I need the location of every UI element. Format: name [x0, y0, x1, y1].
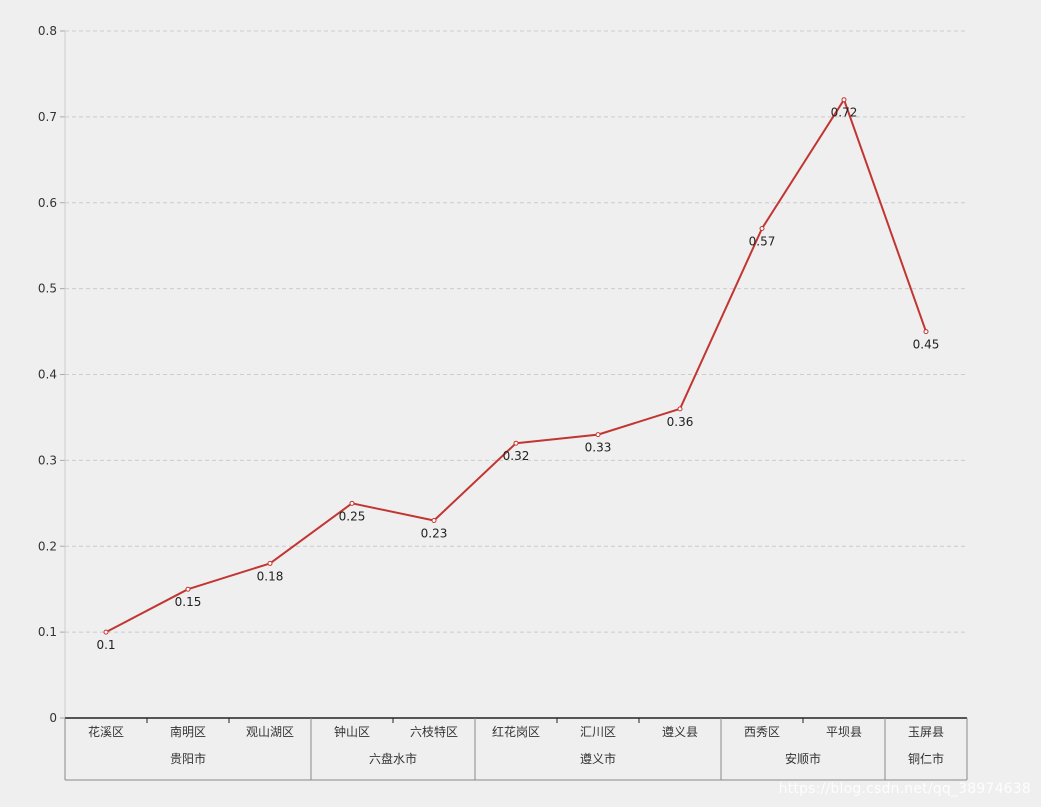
watermark-text: https://blog.csdn.net/qq_38974638 — [778, 781, 1031, 797]
grid-lines — [65, 30, 967, 633]
y-tick-label: 0 — [49, 711, 57, 725]
data-point — [349, 500, 355, 506]
data-value-label: 0.25 — [339, 509, 366, 523]
data-value-label: 0.23 — [421, 526, 448, 540]
y-tick-label: 0.4 — [38, 368, 57, 382]
data-point — [513, 440, 519, 446]
data-value-label: 0.57 — [749, 235, 776, 249]
y-tick-label: 0.6 — [38, 196, 57, 210]
data-point — [923, 329, 929, 335]
data-value-label: 0.72 — [831, 106, 858, 120]
data-labels: 0.1 0.15 0.18 0.25 0.23 0.32 0.33 0.36 0.57 0.72 0… — [96, 106, 939, 652]
data-value-label: 0.32 — [503, 449, 530, 463]
x-group-label: 六盘水市 — [369, 751, 417, 766]
x-category-label: 西秀区 — [744, 725, 780, 739]
x-category-label: 汇川区 — [580, 725, 616, 739]
data-value-label: 0.36 — [667, 415, 694, 429]
y-tick-label: 0.7 — [38, 110, 57, 124]
axes: 0 0.1 0.2 0.3 0.4 0.5 0.6 0.7 0.8 花溪区 南明区 观山湖区 钟山区 六枝… — [38, 24, 968, 781]
x-group-label: 遵义市 — [580, 751, 616, 766]
x-group-label: 铜仁市 — [908, 751, 944, 766]
x-category-label: 红花岗区 — [492, 724, 540, 739]
series-line — [105, 98, 927, 634]
data-value-label: 0.15 — [175, 595, 202, 609]
y-tick-label: 0.8 — [38, 24, 57, 38]
x-category-label: 南明区 — [170, 724, 206, 739]
x-category-label: 遵义县 — [662, 724, 698, 739]
data-point — [595, 432, 601, 438]
y-tick-label: 0.2 — [38, 539, 57, 553]
data-point — [103, 629, 109, 635]
data-point — [267, 560, 273, 566]
data-value-label: 0.1 — [96, 638, 115, 652]
data-value-label: 0.45 — [913, 338, 940, 352]
y-tick-label: 0.3 — [38, 453, 57, 467]
x-category-label: 玉屏县 — [908, 725, 944, 739]
data-value-label: 0.18 — [257, 569, 284, 583]
x-category-label: 平坝县 — [826, 725, 862, 739]
series-line — [103, 97, 929, 635]
x-group-label: 安顺市 — [785, 751, 821, 766]
x-category-label: 观山湖区 — [246, 724, 294, 739]
data-point — [677, 406, 683, 412]
data-point — [431, 517, 437, 523]
y-tick-label: 0.1 — [38, 625, 57, 639]
x-category-label: 花溪区 — [88, 724, 124, 739]
x-category-label: 钟山区 — [334, 724, 370, 739]
data-point — [759, 226, 765, 232]
data-point — [185, 586, 191, 592]
data-point — [841, 97, 847, 103]
y-tick-label: 0.5 — [38, 282, 57, 296]
data-value-label: 0.33 — [585, 441, 612, 455]
x-category-label: 六枝特区 — [410, 724, 458, 739]
x-group-label: 贵阳市 — [170, 751, 206, 766]
